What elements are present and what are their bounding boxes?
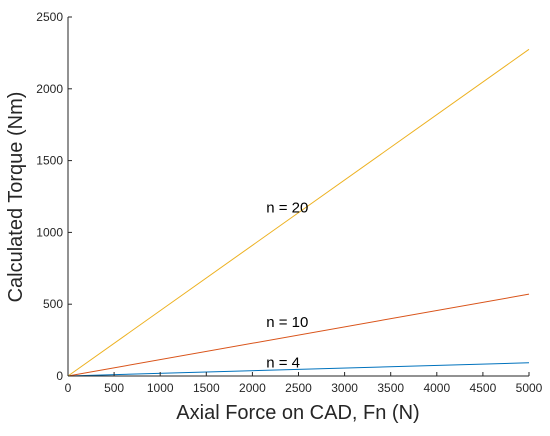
y-axis-label: Calculated Torque (Nm)	[5, 92, 27, 303]
x-tick-label: 4500	[470, 381, 497, 395]
series-line-2	[67, 293, 530, 377]
x-ticks: 0 500 1000 1500 2000 2500 3000 3500 4000 4500 5000	[65, 372, 543, 395]
y-tick-label: 1000	[36, 225, 63, 239]
y-tick-label: 2000	[36, 82, 63, 96]
x-tick-label: 3000	[331, 381, 358, 395]
y-tick-label: 500	[43, 297, 63, 311]
x-tick-label: 1500	[193, 381, 220, 395]
series-line-1	[67, 362, 530, 377]
x-tick-label: 500	[104, 381, 124, 395]
series-line-3	[67, 48, 530, 377]
y-tick-label: 1500	[36, 154, 63, 168]
y-tick-label: 2500	[36, 10, 63, 24]
series-layer	[67, 48, 530, 377]
annotation-label: n = 4	[266, 354, 300, 371]
x-tick-label: 3500	[377, 381, 404, 395]
x-tick-label: 5000	[516, 381, 543, 395]
annotations: n = 20 n = 10 n = 4	[266, 199, 308, 371]
x-tick-label: 2000	[239, 381, 266, 395]
x-tick-label: 0	[65, 381, 72, 395]
x-tick-label: 4000	[423, 381, 450, 395]
y-ticks: 0 500 1000 1500 2000 2500	[36, 10, 72, 383]
x-tick-label: 2500	[285, 381, 312, 395]
y-tick-label: 0	[56, 369, 63, 383]
x-axis-label: Axial Force on CAD, Fn (N)	[176, 402, 419, 424]
x-tick-label: 1000	[147, 381, 174, 395]
annotation-label: n = 10	[266, 314, 308, 331]
annotation-label: n = 20	[266, 199, 308, 216]
